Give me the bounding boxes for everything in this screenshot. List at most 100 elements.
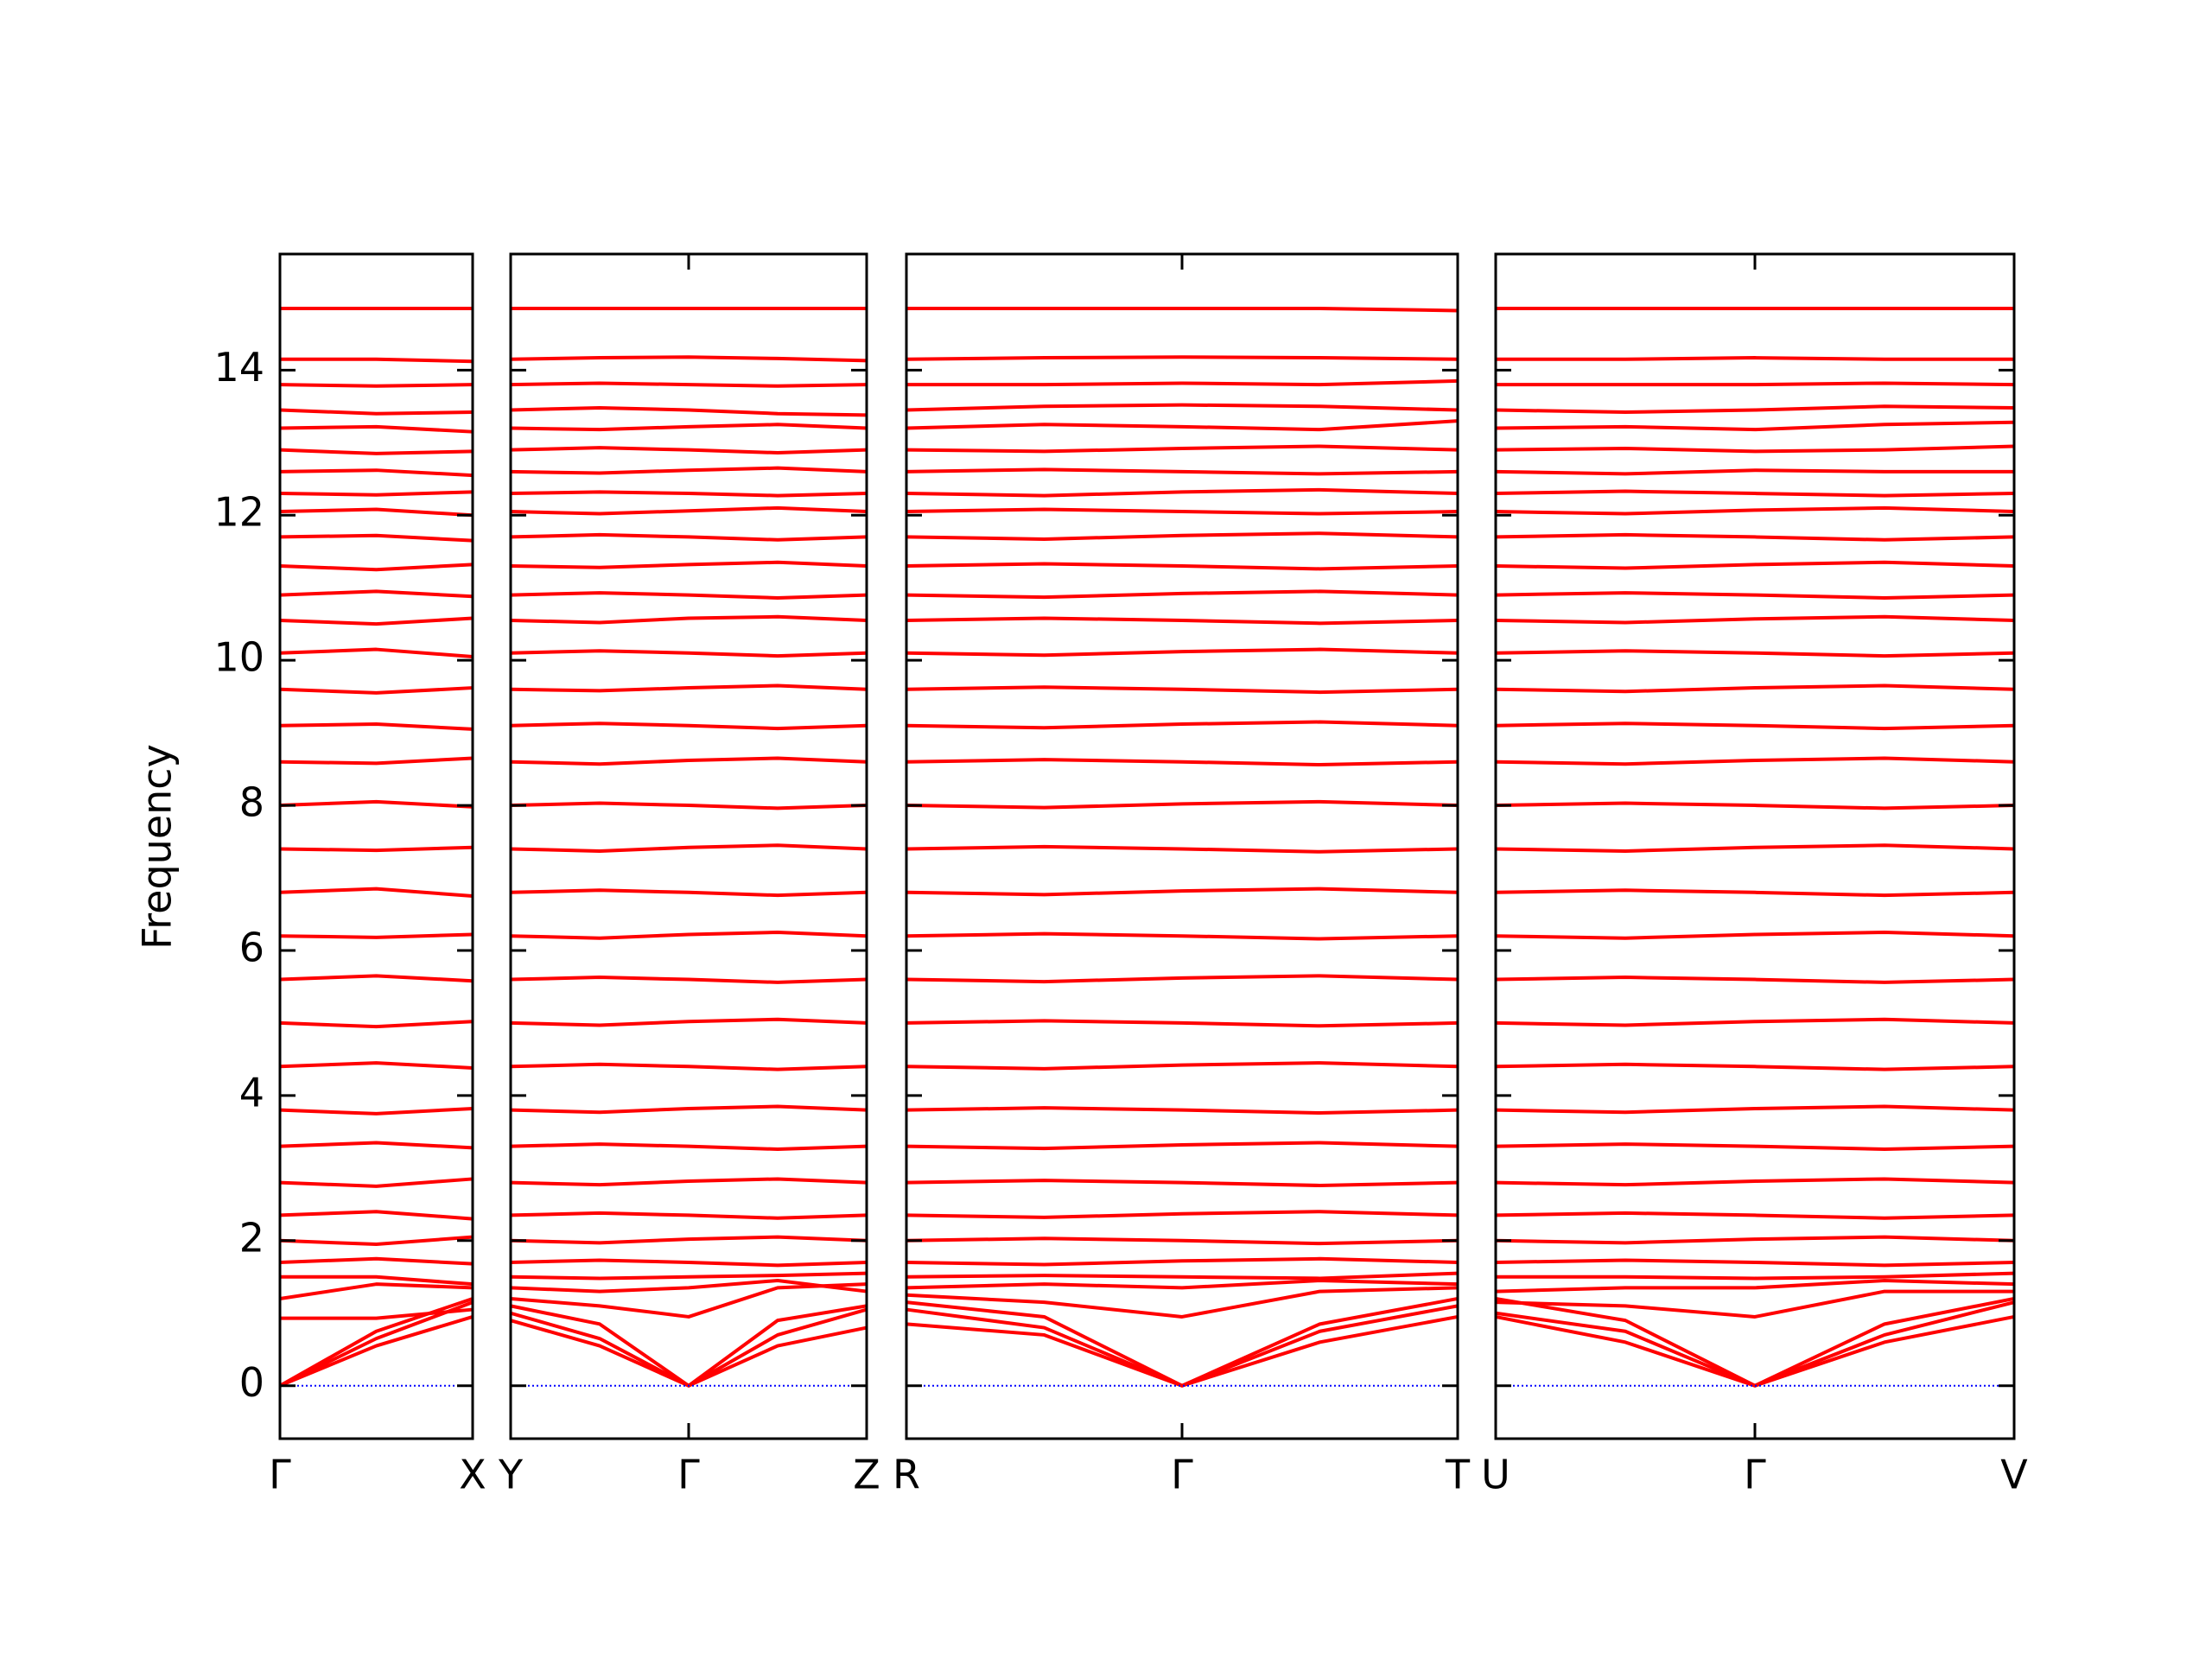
- band-line: [906, 589, 1459, 600]
- band-line: [906, 487, 1459, 498]
- band-line: [1495, 404, 2015, 415]
- band-line: [279, 507, 474, 518]
- band-line: [510, 930, 868, 940]
- band-line: [510, 446, 868, 455]
- band-line: [1495, 1289, 2014, 1319]
- band-line: [1495, 1017, 2015, 1027]
- x-tick-label: X: [459, 1452, 486, 1498]
- band-line: [279, 1107, 474, 1116]
- y-tick-label: 12: [213, 489, 264, 536]
- band-line: [279, 647, 474, 658]
- band-line: [906, 1297, 1459, 1388]
- band-line: [279, 722, 474, 731]
- band-line: [279, 1210, 474, 1221]
- band-line: [510, 1142, 868, 1152]
- x-tick-label: T: [1445, 1452, 1471, 1498]
- band-line: [280, 357, 474, 364]
- band-line: [510, 1211, 868, 1220]
- band-line: [1495, 1235, 2015, 1245]
- band-line: [279, 533, 474, 543]
- band-line: [1495, 1211, 2015, 1220]
- band-line: [906, 1278, 1459, 1290]
- band-line: [1495, 1142, 2015, 1152]
- band-line: [510, 1062, 868, 1071]
- band-line: [1495, 532, 2015, 542]
- band-line: [510, 505, 868, 516]
- band-line: [906, 1019, 1459, 1028]
- band-line: [510, 756, 868, 766]
- band-line: [906, 887, 1459, 897]
- band-line: [1495, 683, 2015, 694]
- band-line: [906, 419, 1459, 432]
- band-line: [510, 1235, 868, 1245]
- band-line: [510, 1271, 868, 1281]
- band-line: [906, 974, 1459, 984]
- y-tick-label: 10: [213, 634, 264, 681]
- band-line: [510, 721, 868, 731]
- y-tick-label: 2: [239, 1214, 264, 1261]
- band-line: [510, 490, 868, 498]
- band-line: [906, 647, 1459, 658]
- band-line: [279, 1235, 474, 1246]
- band-line: [279, 1315, 474, 1388]
- x-tick-label: Γ: [269, 1452, 291, 1498]
- band-line: [510, 976, 868, 984]
- band-line: [1495, 614, 2015, 625]
- band-line: [510, 1017, 868, 1027]
- band-line: [1496, 356, 2014, 361]
- band-line: [279, 589, 474, 599]
- band-line: [906, 616, 1459, 626]
- band-line: [280, 1307, 474, 1320]
- band-line: [906, 403, 1459, 412]
- band-line: [279, 563, 474, 572]
- band-line: [1495, 756, 2015, 766]
- band-line: [510, 1282, 868, 1319]
- band-line: [1495, 505, 2015, 516]
- band-line: [906, 1141, 1459, 1151]
- band-line: [510, 381, 868, 388]
- band-line: [279, 845, 474, 853]
- band-line: [510, 532, 868, 542]
- band-line: [1495, 420, 2015, 432]
- band-line: [279, 974, 474, 983]
- band-line: [279, 1141, 474, 1150]
- band-line: [510, 466, 868, 475]
- y-tick-label: 14: [213, 344, 264, 391]
- y-tick-label: 8: [239, 779, 264, 826]
- band-line: [279, 1297, 474, 1388]
- band-line: [906, 1106, 1459, 1116]
- band-line: [906, 378, 1459, 387]
- band-line: [510, 801, 868, 810]
- x-tick-label: V: [2000, 1452, 2028, 1498]
- band-line: [279, 424, 474, 434]
- band-line: [906, 931, 1459, 941]
- band-line: [279, 756, 474, 766]
- band-line: [1495, 976, 2015, 984]
- band-line: [906, 720, 1459, 730]
- band-line: [1496, 381, 2015, 387]
- band-line: [1495, 591, 2015, 600]
- band-line: [906, 1210, 1459, 1219]
- band-line: [1495, 444, 2015, 454]
- band-line: [510, 591, 868, 600]
- band-line: [279, 1061, 474, 1070]
- band-line: [510, 560, 868, 569]
- band-line: [510, 423, 868, 432]
- band-line: [1495, 560, 2015, 570]
- x-tick-label: U: [1481, 1452, 1510, 1498]
- band-line: [279, 383, 474, 388]
- band-line: [906, 844, 1459, 854]
- band-line: [279, 1282, 474, 1300]
- band-line: [906, 1061, 1459, 1071]
- band-line: [1495, 801, 2015, 810]
- x-tick-label: Γ: [1171, 1452, 1193, 1498]
- band-line: [1495, 1258, 2015, 1268]
- band-line: [906, 444, 1459, 454]
- band-line: [279, 1300, 474, 1388]
- band-line: [1495, 468, 2014, 476]
- x-tick-label: Γ: [677, 1452, 700, 1498]
- band-line: [279, 468, 474, 478]
